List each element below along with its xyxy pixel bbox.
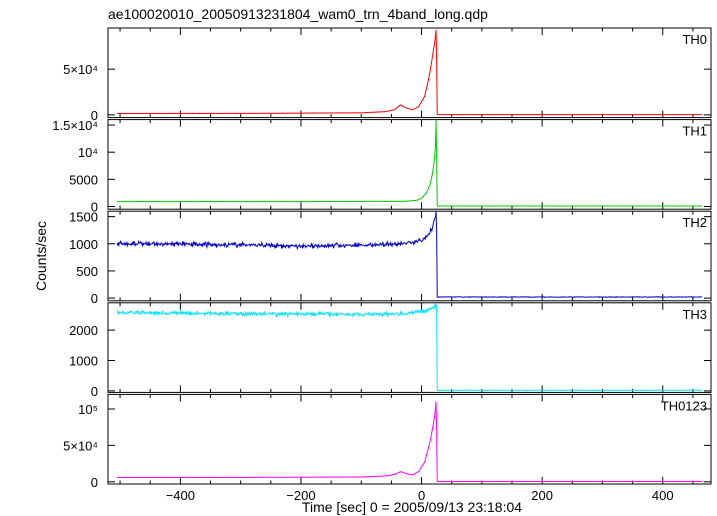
panel-frame	[107, 210, 712, 302]
y-tick-label: 10⁴	[78, 145, 98, 160]
series-line-th0123	[116, 401, 702, 482]
panel-frame	[107, 119, 712, 210]
chart-title: ae100020010_20050913231804_wam0_trn_4ban…	[108, 6, 488, 22]
panel-th1: 0 5000 10⁴ 1.5×10⁴ TH1	[52, 118, 712, 214]
y-axis-label: Counts/sec	[33, 221, 49, 291]
series-line-th1	[116, 119, 702, 207]
panel-label: TH1	[682, 124, 707, 139]
panel-frame	[107, 393, 712, 485]
x-axis-label: Time [sec] 0 = 2005/09/13 23:18:04	[302, 499, 522, 515]
x-tick-label: −400	[166, 488, 195, 503]
panel-th2: 0 500 1000 1500 TH2	[69, 210, 712, 306]
y-tick-label: 0	[91, 384, 98, 399]
plot-area: 0 5×10⁴ TH0 0 5000 10⁴ 1.5×10⁴ TH1 0 500 1000 1500 T…	[52, 27, 712, 503]
series-line-th2	[116, 211, 703, 299]
panel-label: TH3	[682, 307, 707, 322]
x-tick-label: 400	[652, 488, 674, 503]
panel-frame	[107, 302, 712, 393]
y-tick-label: 1000	[69, 354, 98, 369]
series-line-th0	[117, 29, 702, 116]
x-tick-label: −200	[286, 488, 315, 503]
panel-label: TH0	[682, 32, 707, 47]
y-tick-label: 1000	[69, 237, 98, 252]
y-tick-label: 0	[91, 291, 98, 306]
y-tick-label: 5×10⁴	[63, 438, 98, 453]
y-tick-label: 5000	[69, 172, 98, 187]
panel-th0123: 0 5×10⁴ 10⁵ TH0123	[63, 393, 712, 490]
y-tick-label: 2000	[69, 323, 98, 338]
x-tick-label: 0	[418, 488, 425, 503]
panel-label: TH2	[682, 215, 707, 230]
panel-frame	[107, 27, 712, 119]
panel-label: TH0123	[661, 398, 707, 413]
y-tick-label: 500	[76, 264, 98, 279]
panel-th0: 0 5×10⁴ TH0	[63, 27, 712, 123]
panel-th3: 0 1000 2000 TH3	[69, 302, 712, 399]
y-tick-label: 0	[91, 199, 98, 214]
y-tick-label: 10⁵	[78, 402, 98, 417]
series-line-th3	[117, 303, 703, 392]
x-tick-label: 200	[531, 488, 553, 503]
y-tick-label: 0	[91, 108, 98, 123]
y-tick-label: 1.5×10⁴	[52, 118, 98, 133]
y-tick-label: 0	[91, 475, 98, 490]
y-tick-label: 5×10⁴	[63, 62, 98, 77]
y-tick-label: 1500	[69, 210, 98, 225]
